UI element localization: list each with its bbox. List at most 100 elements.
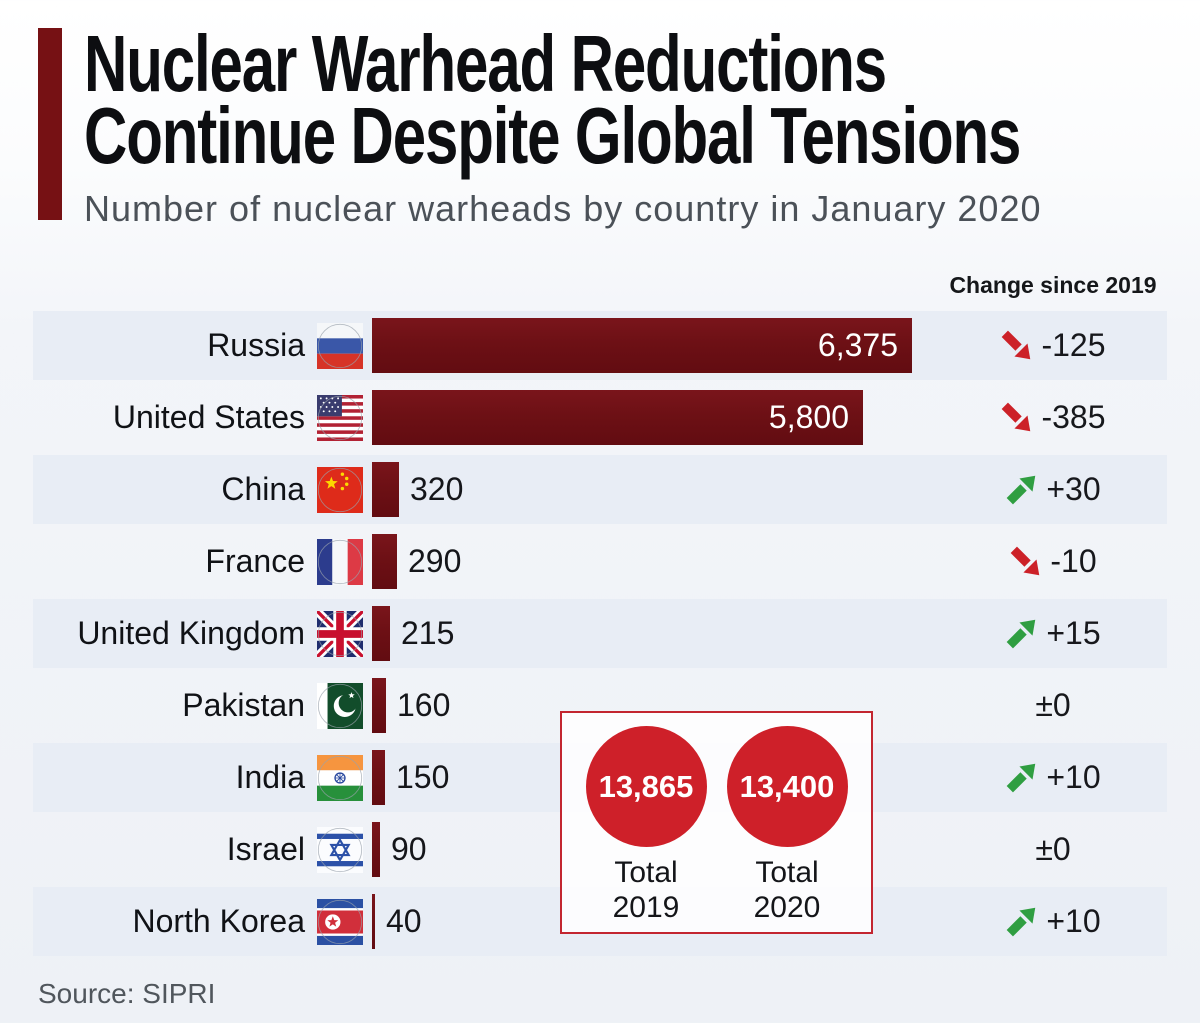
total-2020-label: Total 2020 [727, 855, 848, 925]
table-row: Israel 90 ±0 [33, 815, 1167, 884]
north-korea-flag-icon [317, 899, 363, 945]
header: Nuclear Warhead Reductions Continue Desp… [0, 0, 1200, 230]
country-label: India [235, 759, 305, 795]
change-label: -125 [1041, 327, 1106, 363]
trend-up-icon [1005, 761, 1038, 794]
value-bar: 6,375 [372, 318, 912, 373]
country-label: China [221, 471, 305, 507]
total-2020-label-line-2: 2020 [753, 891, 821, 925]
country-label: North Korea [132, 903, 305, 939]
change-label: -10 [1050, 543, 1097, 579]
country-label: United Kingdom [77, 615, 305, 651]
bar-track: 5,800 [372, 383, 939, 452]
total-2020-circle: 13,400 [726, 726, 848, 847]
country-label: France [205, 543, 305, 579]
header-text: Nuclear Warhead Reductions Continue Desp… [84, 19, 1200, 230]
total-2020-item: 13,400 Total 2020 [726, 726, 848, 932]
india-flag-icon [317, 755, 363, 801]
trend-down-icon [1000, 401, 1033, 434]
change-label: ±0 [1035, 831, 1071, 867]
united-kingdom-flag-icon [317, 611, 363, 657]
value-bar: 5,800 [372, 390, 863, 445]
total-2020-label-line-1: Total [755, 856, 819, 889]
trend-down-icon [1009, 545, 1042, 578]
page-title-line-1: Nuclear Warhead Reductions [84, 19, 887, 108]
bar-track: 215 [372, 599, 939, 668]
trend-up-icon [1005, 905, 1038, 938]
change-cell: ±0 [939, 831, 1167, 868]
value-label: 290 [408, 543, 462, 579]
bar-track: 290 [372, 527, 939, 596]
russia-flag-icon [317, 323, 363, 369]
source-label: Source: SIPRI [38, 978, 216, 1009]
bar-chart: Change since 2019 Russia 6,375 -125 Unit… [33, 272, 1167, 956]
israel-flag-icon [317, 827, 363, 873]
value-label: 160 [397, 687, 451, 723]
chart-rows: Russia 6,375 -125 United States [33, 311, 1167, 956]
value-bar [372, 678, 386, 733]
table-row: Pakistan 160 ±0 [33, 671, 1167, 740]
trend-up-icon [1005, 617, 1038, 650]
country-label: Pakistan [182, 687, 305, 723]
change-label: +10 [1046, 903, 1101, 939]
totals-callout-box: 13,865 Total 2019 13,400 Total 2020 [560, 711, 873, 934]
change-cell: -10 [939, 543, 1167, 580]
value-label: 6,375 [817, 327, 898, 363]
trend-down-icon [1000, 329, 1033, 362]
change-column-header-label: Change since 2019 [949, 272, 1157, 298]
pakistan-flag-icon [317, 683, 363, 729]
total-2019-circle: 13,865 [585, 726, 707, 847]
page-title-line-2: Continue Despite Global Tensions [84, 91, 1021, 180]
change-cell: ±0 [939, 687, 1167, 724]
value-bar [372, 750, 385, 805]
trend-up-icon [1005, 473, 1038, 506]
change-label: -385 [1041, 399, 1106, 435]
value-bar [372, 606, 390, 661]
value-label: 150 [396, 759, 450, 795]
country-label: Russia [207, 327, 305, 363]
change-label: +15 [1046, 615, 1101, 651]
change-label: ±0 [1035, 687, 1071, 723]
page-subtitle: Number of nuclear warheads by country in… [84, 188, 1042, 229]
bar-track: 90 [372, 815, 939, 884]
title-accent-bar [38, 28, 62, 220]
change-cell: +15 [939, 615, 1167, 652]
change-label: +10 [1046, 759, 1101, 795]
change-cell: +10 [939, 903, 1167, 940]
change-column-header: Change since 2019 [33, 272, 1167, 299]
value-bar [372, 894, 375, 949]
table-row: United Kingdom 215 +15 [33, 599, 1167, 668]
value-bar [372, 462, 399, 517]
change-cell: -125 [939, 327, 1167, 364]
country-label: United States [112, 399, 305, 435]
value-bar [372, 822, 380, 877]
value-label: 215 [401, 615, 455, 651]
value-bar [372, 534, 397, 589]
value-label: 40 [386, 903, 422, 939]
change-cell: -385 [939, 399, 1167, 436]
change-cell: +10 [939, 759, 1167, 796]
china-flag-icon [317, 467, 363, 513]
bar-track: 320 [372, 455, 939, 524]
bar-track: 150 [372, 743, 939, 812]
bar-track: 40 [372, 887, 939, 956]
value-label: 320 [410, 471, 464, 507]
change-cell: +30 [939, 471, 1167, 508]
country-label: Israel [226, 831, 305, 867]
table-row: Russia 6,375 -125 [33, 311, 1167, 380]
total-2019-label: Total 2019 [586, 855, 707, 925]
value-label: 5,800 [768, 399, 849, 435]
total-2019-item: 13,865 Total 2019 [585, 726, 707, 932]
united-states-flag-icon [317, 395, 363, 441]
change-label: +30 [1046, 471, 1101, 507]
value-label: 90 [391, 831, 427, 867]
france-flag-icon [317, 539, 363, 585]
total-2019-label-line-1: Total [614, 856, 678, 889]
total-2019-label-line-2: 2019 [612, 891, 680, 925]
table-row: United States 5,800 [33, 383, 1167, 452]
table-row: France 290 -10 [33, 527, 1167, 596]
page-title: Nuclear Warhead Reductions Continue Desp… [84, 19, 1021, 180]
bar-track: 160 [372, 671, 939, 740]
bar-track: 6,375 [372, 311, 939, 380]
